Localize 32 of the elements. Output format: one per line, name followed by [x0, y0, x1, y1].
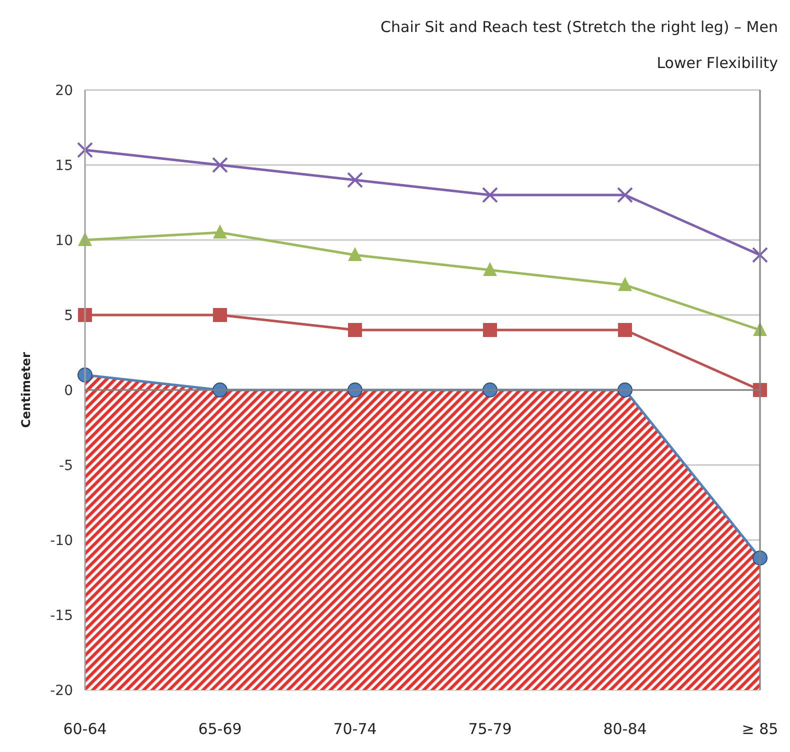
x-tick-label: 60-64 [63, 720, 107, 738]
point [213, 308, 227, 322]
point [213, 224, 227, 238]
point [482, 187, 498, 203]
point [617, 187, 633, 203]
point [483, 323, 497, 337]
y-tick-label: -20 [50, 682, 73, 699]
point [348, 247, 362, 261]
y-tick-label: -10 [50, 532, 73, 549]
x-tick-label: ≥ 85 [742, 720, 778, 738]
y-axis-title: Centimeter [19, 352, 33, 428]
point [348, 323, 362, 337]
y-tick-label: -15 [50, 608, 73, 624]
point [618, 277, 632, 291]
y-tick-label: 0 [64, 382, 73, 399]
point [347, 172, 363, 188]
y-tick-label: -5 [59, 458, 73, 474]
point [77, 142, 93, 158]
chart-title: Chair Sit and Reach test (Stretch the right leg) – Men [380, 18, 778, 36]
point [483, 262, 497, 276]
y-tick-label: 10 [55, 232, 73, 249]
x-tick-label: 80-84 [603, 720, 647, 738]
point [212, 157, 228, 173]
y-tick-label: 5 [64, 308, 73, 324]
y-tick-label: 20 [55, 82, 73, 99]
y-tick-label: 15 [55, 158, 73, 174]
point [618, 323, 632, 337]
x-tick-label: 70-74 [333, 720, 377, 738]
chart-subtitle: Lower Flexibility [656, 54, 778, 72]
x-tick-label: 65-69 [198, 720, 242, 738]
x-tick-label: 75-79 [468, 720, 512, 738]
point [752, 247, 768, 263]
